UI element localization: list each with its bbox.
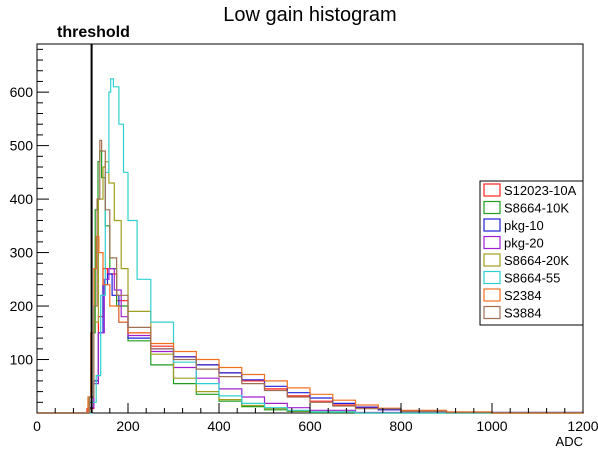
legend-label: S8664-10K (504, 201, 569, 216)
series-line-8 (37, 139, 584, 414)
legend-swatch (483, 305, 501, 320)
y-tick-label: 100 (10, 352, 34, 368)
series-traces (37, 78, 584, 414)
axes: 0 200 400 600 800 1000 1200 100 200 300 400 500 600 (10, 48, 598, 434)
series-line-7 (37, 235, 583, 414)
legend-label: pkg-10 (504, 218, 544, 233)
legend-label: S8664-55 (504, 271, 560, 286)
legend-swatch (483, 235, 501, 250)
legend: S12023-10A S8664-10K pkg-10 pkg-20 S8664-20K… (479, 180, 584, 326)
legend-swatch (483, 270, 501, 285)
legend-swatch (483, 183, 501, 197)
y-tick-label: 200 (10, 298, 34, 314)
x-tick-label: 600 (298, 418, 322, 434)
x-tick-label: 1000 (476, 418, 507, 434)
x-tick-label: 800 (389, 418, 413, 434)
chart-title: Low gain histogram (223, 4, 396, 26)
threshold-label: threshold (57, 24, 130, 41)
legend-swatch (483, 200, 501, 215)
legend-swatch (483, 253, 501, 267)
x-tick-label: 1200 (567, 418, 598, 434)
legend-swatch (483, 218, 501, 232)
x-axis-title: ADC (556, 434, 583, 449)
legend-swatch (483, 288, 501, 302)
legend-label: S2384 (504, 288, 542, 303)
y-tick-label: 300 (10, 245, 34, 261)
legend-label: S12023-10A (504, 183, 577, 198)
x-tick-label: 0 (33, 418, 41, 434)
legend-label: S8664-20K (504, 253, 569, 268)
y-tick-label: 400 (10, 191, 34, 207)
y-tick-label: 600 (10, 84, 34, 100)
y-tick-label: 500 (10, 138, 34, 154)
legend-label: S3884 (504, 306, 542, 321)
series-line-6 (37, 78, 583, 414)
x-tick-label: 400 (207, 418, 231, 434)
x-tick-label: 200 (116, 418, 140, 434)
legend-label: pkg-20 (504, 236, 544, 251)
